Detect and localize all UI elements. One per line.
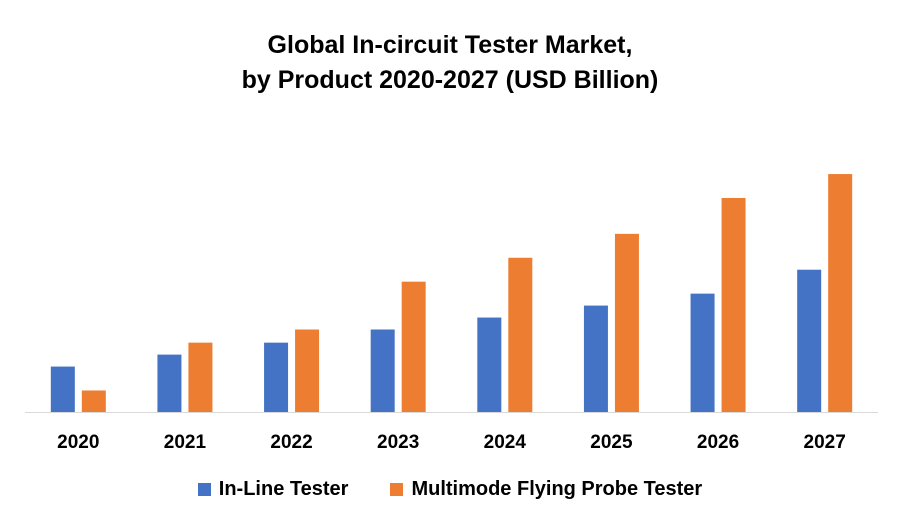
x-tick-label: 2020 bbox=[57, 432, 99, 453]
bar-multimode-flying-probe-tester-2025 bbox=[614, 233, 639, 412]
bar-in-line-tester-2020 bbox=[50, 366, 75, 412]
x-tick-label: 2021 bbox=[164, 432, 207, 453]
legend-label: Multimode Flying Probe Tester bbox=[411, 478, 703, 500]
bar-multimode-flying-probe-tester-2023 bbox=[401, 281, 426, 412]
bar-multimode-flying-probe-tester-2027 bbox=[828, 174, 853, 412]
legend-label: In-Line Tester bbox=[218, 478, 349, 500]
legend-swatch-in-line-tester bbox=[197, 483, 211, 496]
bar-in-line-tester-2023 bbox=[370, 329, 395, 412]
x-tick-label: 2024 bbox=[484, 432, 527, 453]
x-tick-label: 2022 bbox=[270, 432, 312, 453]
chart-title-line1: Global In-circuit Tester Market, bbox=[267, 31, 633, 59]
bar-in-line-tester-2024 bbox=[477, 317, 502, 412]
bar-multimode-flying-probe-tester-2022 bbox=[295, 329, 320, 412]
x-tick-label: 2027 bbox=[804, 432, 846, 453]
bar-multimode-flying-probe-tester-2020 bbox=[81, 390, 106, 412]
bar-in-line-tester-2027 bbox=[797, 269, 822, 412]
bar-multimode-flying-probe-tester-2024 bbox=[508, 257, 533, 412]
bar-in-line-tester-2021 bbox=[157, 354, 182, 412]
legend: In-Line Tester Multimode Flying Probe Te… bbox=[0, 478, 900, 501]
bar-in-line-tester-2025 bbox=[583, 305, 608, 412]
legend-swatch-multimode-flying-probe-tester bbox=[390, 483, 404, 496]
bar-in-line-tester-2026 bbox=[690, 293, 715, 412]
x-tick-label: 2025 bbox=[590, 432, 633, 453]
bar-multimode-flying-probe-tester-2021 bbox=[188, 342, 213, 412]
x-tick-label: 2023 bbox=[377, 432, 419, 453]
legend-item-multimode-flying-probe-tester: Multimode Flying Probe Tester bbox=[390, 478, 702, 501]
chart-title: Global In-circuit Tester Market, by Prod… bbox=[0, 28, 900, 98]
bar-multimode-flying-probe-tester-2026 bbox=[721, 197, 746, 412]
x-tick-label: 2026 bbox=[697, 432, 739, 453]
chart-title-line2: by Product 2020-2027 (USD Billion) bbox=[241, 66, 659, 94]
bar-in-line-tester-2022 bbox=[264, 342, 289, 412]
legend-item-in-line-tester: In-Line Tester bbox=[197, 478, 349, 501]
